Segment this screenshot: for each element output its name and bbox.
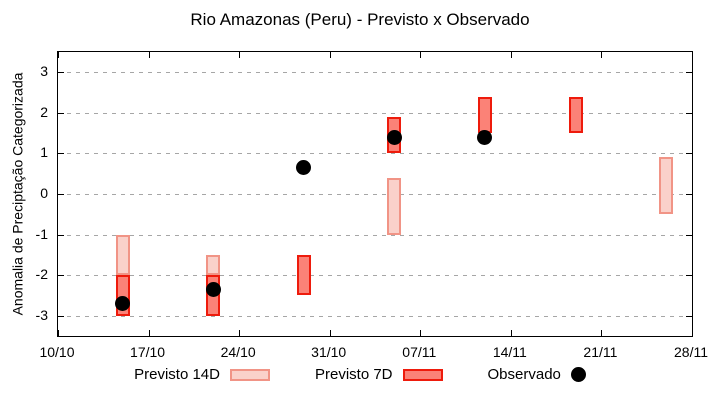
- y-tickmark-right: [686, 112, 692, 114]
- y-tick-label: 2: [40, 103, 48, 120]
- x-tick-label: 24/10: [220, 344, 256, 360]
- gridline-y--2: [58, 275, 692, 277]
- y-tickmark-right: [686, 275, 692, 277]
- y-tick-label: 0: [40, 185, 48, 201]
- x-tickmark-bottom: [58, 330, 59, 336]
- y-tickmark-left: [58, 315, 64, 317]
- legend-label-previsto-14d: Previsto 14D: [134, 366, 220, 383]
- range-box-previsto-7d: [568, 96, 583, 134]
- y-tick-label: 3: [40, 63, 48, 80]
- x-tickmark-bottom: [239, 330, 241, 336]
- observado-dot: [296, 160, 312, 176]
- x-tickmark-bottom: [601, 330, 603, 336]
- x-tick-label: 31/10: [311, 344, 347, 360]
- x-tickmark-top: [692, 52, 693, 58]
- x-tickmark-bottom: [692, 330, 693, 336]
- y-tickmark-right: [686, 72, 692, 74]
- gridline-y-2: [58, 112, 692, 114]
- y-tickmark-right: [686, 153, 692, 155]
- y-tickmark-left: [58, 112, 64, 114]
- x-tickmark-top: [148, 52, 150, 58]
- y-tickmark-left: [58, 234, 64, 236]
- x-tickmark-bottom: [329, 330, 331, 336]
- legend-item-previsto-7d: Previsto 7D: [315, 366, 443, 383]
- observado-dot: [205, 281, 221, 297]
- x-tick-label: 28/11: [674, 344, 708, 360]
- x-tickmark-top: [601, 52, 603, 58]
- x-tickmark-top: [510, 52, 512, 58]
- y-tick-label: -3: [35, 306, 48, 323]
- legend-label-observado: Observado: [487, 366, 561, 383]
- legend-item-observado: Observado: [488, 366, 586, 383]
- x-tick-label: 07/11: [402, 344, 437, 360]
- y-tickmark-left: [58, 275, 64, 277]
- x-tickmark-top: [329, 52, 331, 58]
- range-box-previsto-14d: [387, 177, 402, 235]
- x-tick-label: 14/11: [492, 344, 527, 360]
- observado-dot: [477, 129, 493, 145]
- y-tickmark-right: [686, 234, 692, 236]
- observado-dot: [115, 296, 131, 312]
- gridline-y--3: [58, 315, 692, 317]
- legend-swatch-observado-icon: [570, 367, 586, 382]
- chart-title: Rio Amazonas (Peru) - Previsto x Observa…: [190, 10, 530, 29]
- x-tick-label: 17/10: [130, 344, 166, 360]
- legend-item-previsto-14d: Previsto 14D: [134, 366, 270, 383]
- range-box-previsto-14d: [115, 234, 130, 276]
- x-tickmark-top: [58, 52, 59, 58]
- legend-label-previsto-7d: Previsto 7D: [314, 366, 393, 383]
- x-tick-label: 10/10: [39, 344, 75, 360]
- x-tickmark-bottom: [420, 330, 422, 336]
- gridline-y-1: [58, 153, 692, 155]
- x-tick-label: 21/11: [583, 344, 618, 360]
- x-tickmark-bottom: [510, 330, 512, 336]
- range-box-previsto-14d: [206, 254, 221, 276]
- y-tickmark-left: [58, 72, 64, 74]
- range-box-previsto-7d: [477, 96, 492, 134]
- y-tickmark-right: [686, 194, 692, 195]
- range-box-previsto-7d: [296, 254, 311, 296]
- gridline-y-3: [58, 72, 692, 74]
- plot-area: [57, 51, 693, 337]
- gridline-y-0: [58, 194, 692, 195]
- legend-swatch-previsto-14d-icon: [229, 368, 270, 381]
- gridline-y--1: [58, 234, 692, 236]
- y-tick-label: -2: [35, 266, 48, 283]
- range-box-previsto-14d: [659, 157, 674, 215]
- legend-swatch-previsto-7d-icon: [402, 368, 443, 381]
- x-tickmark-top: [239, 52, 241, 58]
- observado-dot: [386, 129, 402, 145]
- y-tick-label: 1: [40, 144, 48, 161]
- y-tickmark-right: [686, 315, 692, 317]
- y-tickmark-left: [58, 194, 64, 195]
- y-tick-label: -1: [35, 225, 48, 242]
- x-tickmark-top: [420, 52, 422, 58]
- x-tickmark-bottom: [148, 330, 150, 336]
- legend: Previsto 14D Previsto 7D Observado: [0, 366, 720, 383]
- y-tickmark-left: [58, 153, 64, 155]
